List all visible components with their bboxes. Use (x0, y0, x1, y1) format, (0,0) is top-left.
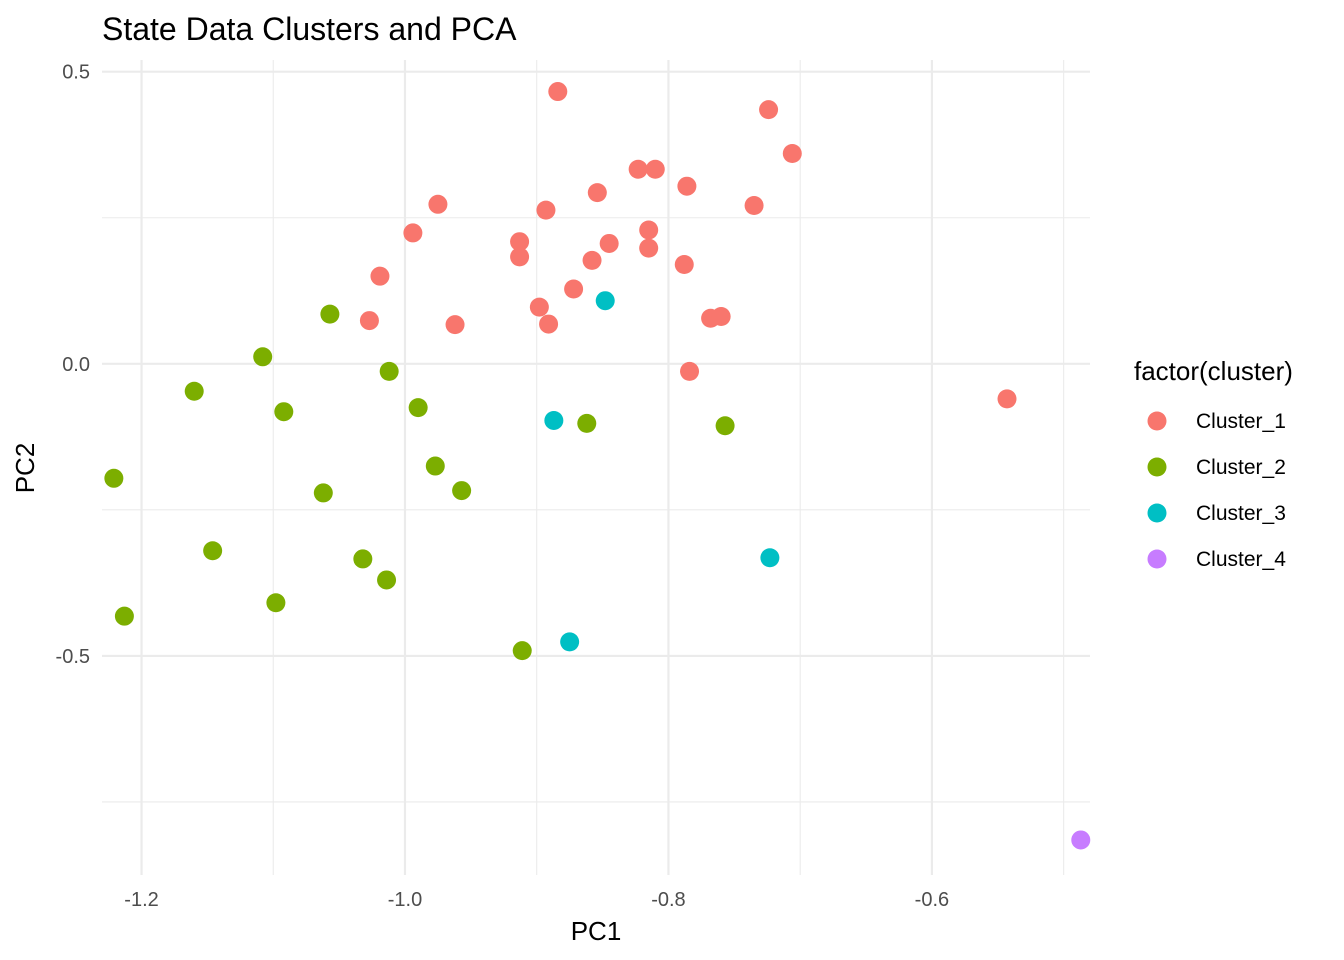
data-point-cluster-2 (408, 398, 428, 418)
data-point-cluster-4 (1071, 830, 1091, 850)
data-point-cluster-2 (377, 570, 397, 590)
y-tick-label: 0.0 (62, 354, 90, 376)
legend-label: Cluster_4 (1196, 548, 1286, 571)
legend-item: Cluster_3 (1147, 502, 1286, 525)
x-axis-title: PC1 (571, 916, 622, 946)
data-point-cluster-1 (548, 82, 568, 102)
data-point-cluster-1 (445, 315, 465, 335)
legend-label: Cluster_2 (1196, 456, 1286, 479)
data-point-cluster-2 (379, 361, 399, 381)
x-tick-label: -1.2 (124, 889, 158, 911)
legend-item: Cluster_1 (1147, 410, 1286, 433)
legend-items: Cluster_1 Cluster_2 Cluster_3 Cluster_4 (1147, 410, 1286, 571)
data-point-cluster-2 (253, 347, 273, 367)
legend-swatch (1147, 411, 1167, 431)
data-point-cluster-1 (539, 314, 559, 334)
data-point-cluster-1 (536, 200, 556, 220)
data-point-cluster-2 (353, 549, 373, 569)
data-point-cluster-1 (674, 254, 694, 274)
data-point-cluster-1 (599, 233, 619, 253)
data-point-cluster-1 (782, 143, 802, 163)
data-point-cluster-2 (715, 416, 735, 436)
data-point-cluster-3 (544, 410, 564, 430)
data-point-cluster-3 (760, 548, 780, 568)
data-point-cluster-1 (645, 159, 665, 179)
data-point-cluster-1 (759, 100, 779, 120)
x-tick-label: -1.0 (388, 889, 422, 911)
legend-item: Cluster_2 (1147, 456, 1286, 479)
data-point-cluster-1 (428, 194, 448, 214)
data-point-cluster-2 (512, 641, 532, 661)
data-point-cluster-2 (266, 593, 286, 613)
x-tick-label: -0.8 (651, 889, 685, 911)
x-axis-tick-labels: -1.2 -1.0 -0.8 -0.6 (124, 889, 949, 911)
legend-item: Cluster_4 (1147, 548, 1286, 571)
data-point-cluster-1 (639, 220, 659, 240)
data-point-cluster-1 (587, 183, 607, 203)
data-point-cluster-1 (677, 176, 697, 196)
y-axis-title: PC2 (10, 443, 40, 494)
legend: factor(cluster) Cluster_1Cluster_2Cluste… (1134, 356, 1293, 571)
plot-points (104, 82, 1091, 850)
y-tick-label: -0.5 (56, 646, 90, 668)
data-point-cluster-1 (564, 279, 584, 299)
data-point-cluster-1 (403, 223, 423, 243)
x-tick-label: -0.6 (915, 889, 949, 911)
data-point-cluster-2 (203, 541, 223, 561)
chart-title: State Data Clusters and PCA (102, 11, 517, 47)
data-point-cluster-1 (370, 266, 390, 286)
data-point-cluster-3 (595, 291, 615, 311)
data-point-cluster-1 (711, 306, 731, 326)
data-point-cluster-1 (997, 389, 1017, 409)
data-point-cluster-2 (114, 606, 134, 626)
legend-label: Cluster_1 (1196, 410, 1286, 433)
data-point-cluster-2 (320, 304, 340, 324)
y-axis-tick-labels: 0.5 0.0 -0.5 (56, 62, 90, 668)
data-point-cluster-1 (582, 250, 602, 270)
legend-title: factor(cluster) (1134, 356, 1293, 386)
data-point-cluster-2 (577, 413, 597, 433)
legend-swatch (1147, 457, 1167, 477)
data-point-cluster-2 (425, 456, 445, 476)
y-tick-label: 0.5 (62, 62, 90, 84)
data-point-cluster-1 (529, 297, 549, 317)
data-point-cluster-2 (274, 402, 294, 422)
data-point-cluster-1 (510, 247, 530, 267)
data-point-cluster-2 (313, 483, 333, 503)
legend-swatch (1147, 549, 1167, 569)
data-point-cluster-1 (510, 232, 530, 252)
legend-swatch (1147, 503, 1167, 523)
data-point-cluster-1 (680, 361, 700, 381)
data-point-cluster-1 (628, 159, 648, 179)
data-point-cluster-3 (560, 632, 580, 652)
legend-label: Cluster_3 (1196, 502, 1286, 525)
data-point-cluster-1 (359, 311, 379, 331)
data-point-cluster-1 (744, 195, 764, 215)
minor-gridlines (102, 60, 1090, 875)
major-gridlines (102, 60, 1090, 875)
data-point-cluster-1 (639, 238, 659, 258)
data-point-cluster-2 (184, 381, 204, 401)
data-point-cluster-2 (104, 468, 124, 488)
data-point-cluster-2 (452, 481, 472, 501)
